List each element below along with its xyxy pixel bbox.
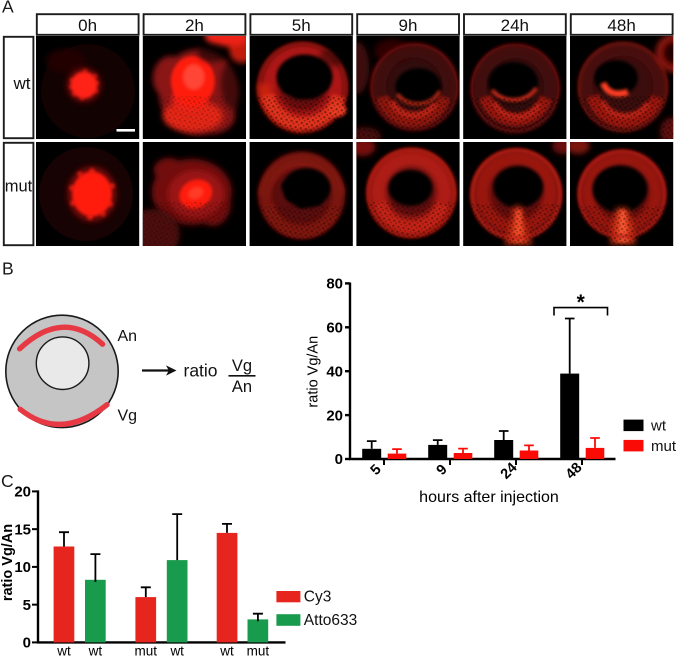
svg-text:mut: mut — [247, 644, 270, 659]
svg-text:mut: mut — [651, 438, 677, 455]
svg-text:Cy3: Cy3 — [304, 589, 332, 606]
svg-text:20: 20 — [14, 484, 31, 501]
svg-text:An: An — [118, 328, 138, 345]
svg-text:mut: mut — [5, 178, 33, 196]
svg-text:24h: 24h — [501, 16, 529, 35]
svg-text:C: C — [1, 471, 14, 491]
svg-text:wt: wt — [650, 418, 667, 435]
svg-text:20: 20 — [326, 407, 343, 424]
svg-text:mut: mut — [135, 644, 158, 659]
svg-text:An: An — [232, 378, 252, 396]
svg-text:Vg: Vg — [232, 357, 252, 375]
svg-text:5: 5 — [23, 597, 31, 614]
svg-text:ratio Vg/An: ratio Vg/An — [0, 524, 16, 601]
svg-text:*: * — [577, 291, 586, 314]
svg-text:wt: wt — [169, 644, 184, 659]
svg-text:15: 15 — [14, 521, 31, 538]
svg-text:wt: wt — [13, 74, 31, 93]
svg-text:40: 40 — [326, 363, 343, 380]
svg-text:60: 60 — [326, 320, 343, 337]
svg-text:80: 80 — [326, 276, 343, 293]
svg-text:10: 10 — [14, 559, 31, 576]
svg-text:B: B — [2, 259, 14, 279]
svg-text:9h: 9h — [399, 16, 418, 35]
svg-text:wt: wt — [56, 644, 71, 659]
svg-text:2h: 2h — [185, 16, 204, 35]
svg-text:0: 0 — [335, 451, 343, 468]
svg-text:ratio: ratio — [184, 361, 218, 381]
svg-text:hours after injection: hours after injection — [419, 489, 559, 506]
svg-text:48h: 48h — [607, 16, 635, 35]
svg-text:A: A — [2, 0, 14, 17]
svg-text:0h: 0h — [78, 16, 97, 35]
svg-text:wt: wt — [219, 644, 234, 659]
svg-text:0: 0 — [23, 635, 31, 652]
svg-text:Atto633: Atto633 — [304, 612, 357, 629]
svg-text:5h: 5h — [292, 16, 311, 35]
svg-text:ratio Vg/An: ratio Vg/An — [305, 336, 321, 408]
svg-text:Vg: Vg — [118, 408, 138, 425]
svg-text:wt: wt — [88, 644, 103, 659]
